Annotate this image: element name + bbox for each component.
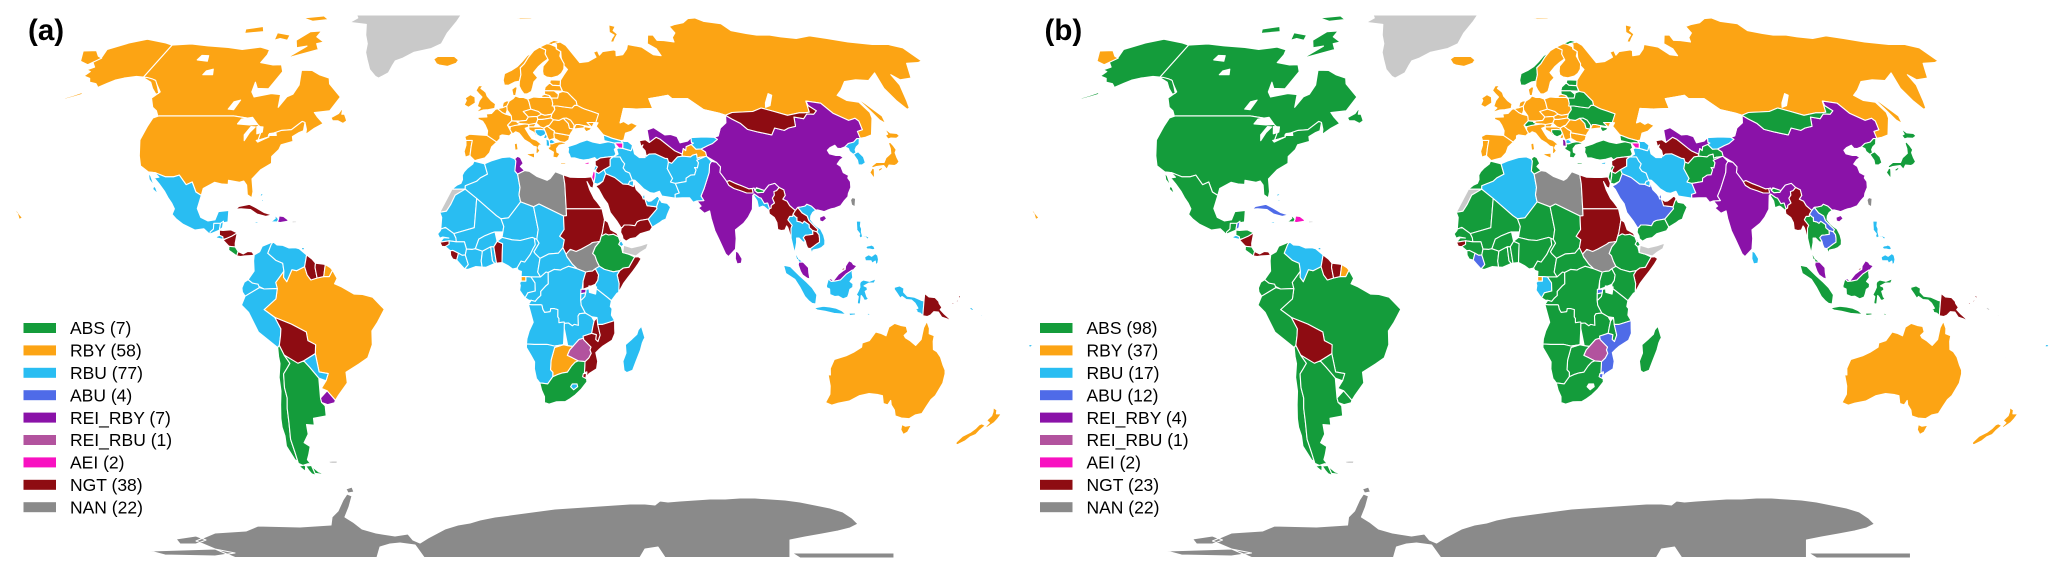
svg-text:AEI (2): AEI (2) <box>70 453 124 473</box>
svg-text:RBY (37): RBY (37) <box>1087 341 1159 361</box>
svg-text:ABU (12): ABU (12) <box>1087 385 1159 405</box>
svg-text:ABS (7): ABS (7) <box>70 318 131 338</box>
svg-text:REI_RBY (4): REI_RBY (4) <box>1087 408 1188 429</box>
svg-text:RBU (77): RBU (77) <box>70 363 143 383</box>
svg-text:NAN (22): NAN (22) <box>70 497 143 517</box>
svg-text:NGT (38): NGT (38) <box>70 475 143 495</box>
svg-text:(a): (a) <box>28 14 64 47</box>
svg-text:RBY (58): RBY (58) <box>70 341 142 361</box>
svg-text:NGT (23): NGT (23) <box>1087 475 1160 495</box>
svg-text:RBU (17): RBU (17) <box>1087 363 1160 383</box>
svg-text:NAN (22): NAN (22) <box>1087 497 1160 517</box>
svg-text:ABS (98): ABS (98) <box>1087 318 1158 338</box>
svg-text:REI_RBU (1): REI_RBU (1) <box>1087 430 1189 451</box>
svg-text:ABU (4): ABU (4) <box>70 385 132 405</box>
svg-text:(b): (b) <box>1045 14 1083 47</box>
svg-text:AEI (2): AEI (2) <box>1087 453 1141 473</box>
svg-text:REI_RBU (1): REI_RBU (1) <box>70 430 172 451</box>
svg-text:REI_RBY (7): REI_RBY (7) <box>70 408 171 429</box>
